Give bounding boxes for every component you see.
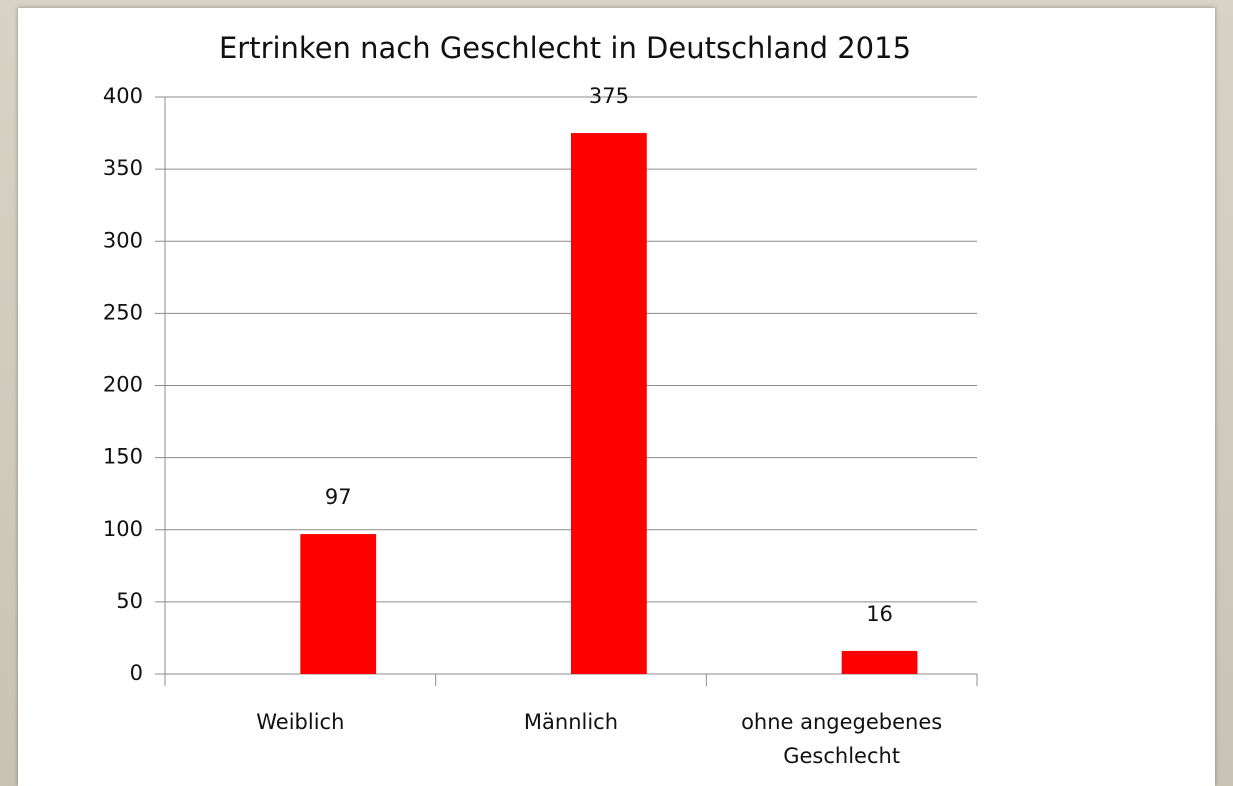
y-tick-label: 250 xyxy=(103,300,143,324)
y-tick-label: 350 xyxy=(103,156,143,180)
y-tick-label: 300 xyxy=(103,228,143,252)
y-tick-label: 200 xyxy=(103,373,143,397)
y-tick-label: 0 xyxy=(130,661,143,685)
bar xyxy=(571,133,647,674)
y-tick-label: 150 xyxy=(103,445,143,469)
x-tick-label: Weiblich xyxy=(256,710,345,734)
bar xyxy=(841,650,918,674)
chart-title: Ertrinken nach Geschlecht in Deutschland… xyxy=(219,31,911,65)
bar xyxy=(300,534,377,674)
y-tick-label: 400 xyxy=(103,84,143,108)
y-tick-label: 50 xyxy=(116,589,143,613)
data-label: 16 xyxy=(866,602,893,626)
data-label: 375 xyxy=(589,84,629,108)
x-tick-label: ohne angegebenes Geschlecht xyxy=(741,710,943,768)
data-label: 97 xyxy=(325,485,352,509)
y-tick-label: 100 xyxy=(103,517,143,541)
x-tick-label: Männlich xyxy=(523,710,619,734)
